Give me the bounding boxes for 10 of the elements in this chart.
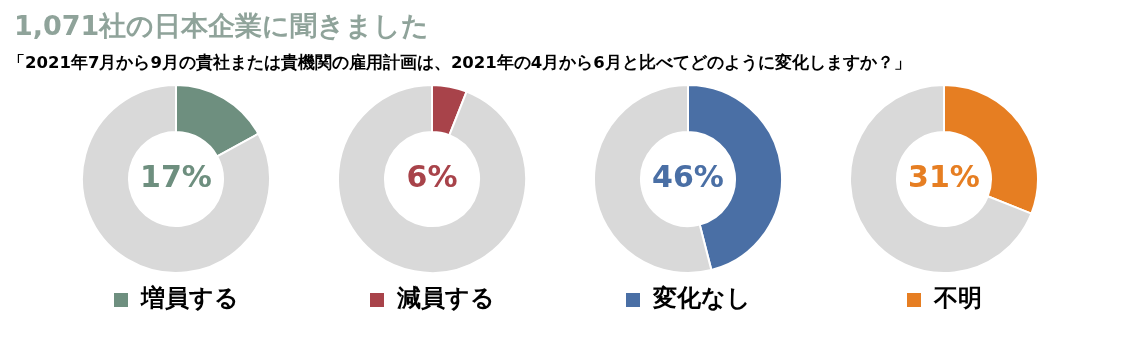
- text: 「2021年7月から9月の貴社または貴機関の雇用計画は、2021年の4月から6月と比べてどのように変化しますか？」: [8, 52, 912, 74]
- text: 1,071社の日本企業に聞きました: [14, 9, 431, 43]
- legend-label: 増員する: [140, 284, 239, 313]
- data-label: 31%: [908, 158, 980, 194]
- legend-label: 不明: [933, 284, 982, 313]
- data-label: 6%: [406, 158, 458, 194]
- data-label: 17%: [140, 158, 212, 194]
- data-label: 46%: [652, 158, 724, 194]
- legend-label: 減員する: [396, 284, 495, 313]
- legend-label: 変化なし: [652, 284, 751, 313]
